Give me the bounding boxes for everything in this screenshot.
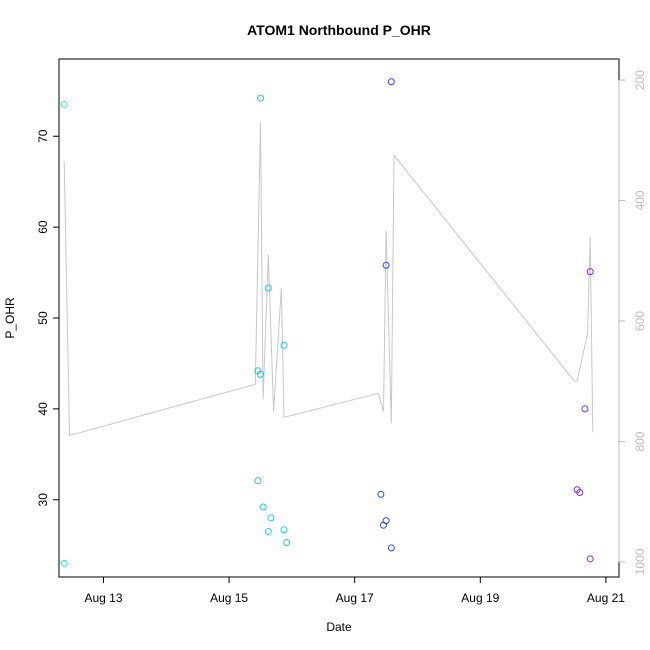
chart-title: ATOM1 Northbound P_OHR — [247, 22, 431, 38]
plot-area — [58, 58, 620, 578]
data-point — [259, 503, 267, 511]
data-point — [280, 526, 288, 534]
x-axis: Aug 13 Aug 15 Aug 17 Aug 19 Aug 21 — [84, 577, 625, 605]
data-point — [586, 555, 594, 563]
data-point — [264, 528, 272, 536]
x-axis-label: Date — [326, 620, 352, 634]
y-axis-label: P_OHR — [3, 297, 17, 339]
right-axis-tick-label: 600 — [633, 311, 647, 331]
data-point — [267, 514, 275, 522]
right-axis-tick-label: 400 — [633, 190, 647, 210]
x-tick-label: Aug 13 — [84, 591, 122, 605]
x-tick-label: Aug 21 — [587, 591, 625, 605]
data-point — [387, 544, 395, 552]
right-axis-tick-label: 200 — [633, 70, 647, 90]
data-point — [60, 559, 68, 567]
right-axis-tick-label: 1000 — [633, 548, 647, 575]
data-point — [387, 78, 395, 86]
data-point — [254, 477, 262, 485]
data-point — [256, 370, 264, 378]
data-point — [280, 341, 288, 349]
y-tick-label: 50 — [36, 311, 50, 325]
data-point — [379, 521, 387, 529]
data-point — [264, 284, 272, 292]
right-axis: 200 400 600 800 1000 — [618, 70, 647, 575]
series-line — [63, 122, 594, 437]
data-point — [382, 261, 390, 269]
data-point — [60, 100, 68, 108]
data-point — [581, 405, 589, 413]
data-point — [382, 517, 390, 525]
x-tick-label: Aug 19 — [461, 591, 499, 605]
y-tick-label: 70 — [36, 129, 50, 143]
y-tick-label: 30 — [36, 493, 50, 507]
data-point — [377, 490, 385, 498]
x-tick-label: Aug 15 — [210, 591, 248, 605]
data-point — [256, 94, 264, 102]
data-point — [283, 538, 291, 546]
data-point — [576, 488, 584, 496]
y-axis: 30 40 50 60 70 — [36, 129, 59, 506]
line-path — [63, 122, 594, 437]
data-point — [586, 268, 594, 276]
x-tick-label: Aug 17 — [336, 591, 374, 605]
y-tick-label: 40 — [36, 402, 50, 416]
right-axis-tick-label: 800 — [633, 431, 647, 451]
y-tick-label: 60 — [36, 220, 50, 234]
scatter-points — [60, 78, 594, 567]
